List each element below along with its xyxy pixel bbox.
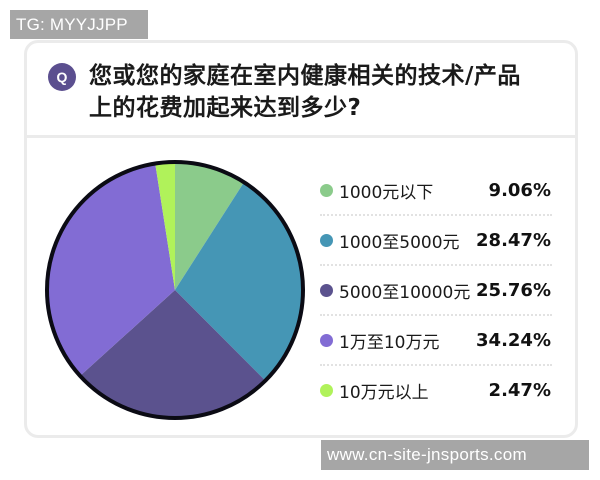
- legend-value: 25.76%: [476, 279, 551, 301]
- legend-divider: [320, 214, 552, 216]
- legend-label: 1000至5000元: [339, 232, 460, 253]
- legend-dot-icon: [320, 283, 333, 297]
- question-line-1: 您或您的家庭在室内健康相关的技术/产品: [89, 63, 521, 89]
- legend-dot-icon: [320, 233, 333, 247]
- legend-dot-icon: [320, 183, 333, 197]
- legend-item-5000-10000: 5000至10000元 25.76%: [320, 265, 555, 315]
- top-watermark: TG: MYYJJPP: [10, 10, 148, 39]
- legend-value: 9.06%: [488, 179, 551, 201]
- legend-value: 34.24%: [476, 329, 551, 351]
- bottom-watermark: www.cn-site-jnsports.com: [321, 440, 589, 470]
- legend-divider: [320, 264, 552, 266]
- question-title: 您或您的家庭在室内健康相关的技术/产品 上的花费加起来达到多少?: [89, 60, 559, 124]
- legend-dot-icon: [320, 333, 333, 347]
- legend-label: 1000元以下: [339, 182, 434, 203]
- legend-item-1000-5000: 1000至5000元 28.47%: [320, 215, 555, 265]
- legend-value: 2.47%: [488, 379, 551, 401]
- legend-label: 1万至10万元: [339, 332, 440, 353]
- legend-value: 28.47%: [476, 229, 551, 251]
- chart-legend: 1000元以下 9.06% 1000至5000元 28.47% 5000至100…: [320, 165, 555, 415]
- legend-dot-icon: [320, 383, 333, 397]
- legend-item-10k-100k: 1万至10万元 34.24%: [320, 315, 555, 365]
- legend-item-over-100k: 10万元以上 2.47%: [320, 365, 555, 415]
- legend-divider: [320, 314, 552, 316]
- legend-label: 5000至10000元: [339, 282, 471, 303]
- question-line-2: 上的花费加起来达到多少?: [89, 95, 362, 121]
- legend-label: 10万元以上: [339, 382, 429, 403]
- legend-divider: [320, 364, 552, 366]
- question-header: Q 您或您的家庭在室内健康相关的技术/产品 上的花费加起来达到多少?: [27, 43, 575, 138]
- legend-item-under-1000: 1000元以下 9.06%: [320, 165, 555, 215]
- q-badge-icon: Q: [48, 63, 76, 91]
